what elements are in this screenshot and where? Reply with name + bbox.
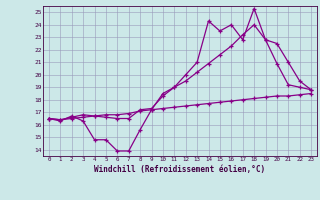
X-axis label: Windchill (Refroidissement éolien,°C): Windchill (Refroidissement éolien,°C) [94, 165, 266, 174]
